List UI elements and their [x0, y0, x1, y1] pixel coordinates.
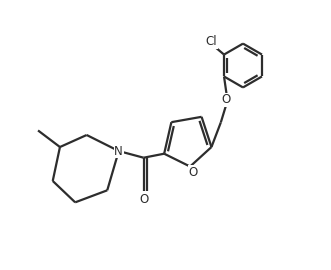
Text: O: O [139, 193, 148, 206]
Text: Cl: Cl [206, 35, 217, 48]
Text: O: O [222, 93, 231, 106]
Text: N: N [115, 144, 123, 157]
Text: O: O [189, 166, 198, 179]
